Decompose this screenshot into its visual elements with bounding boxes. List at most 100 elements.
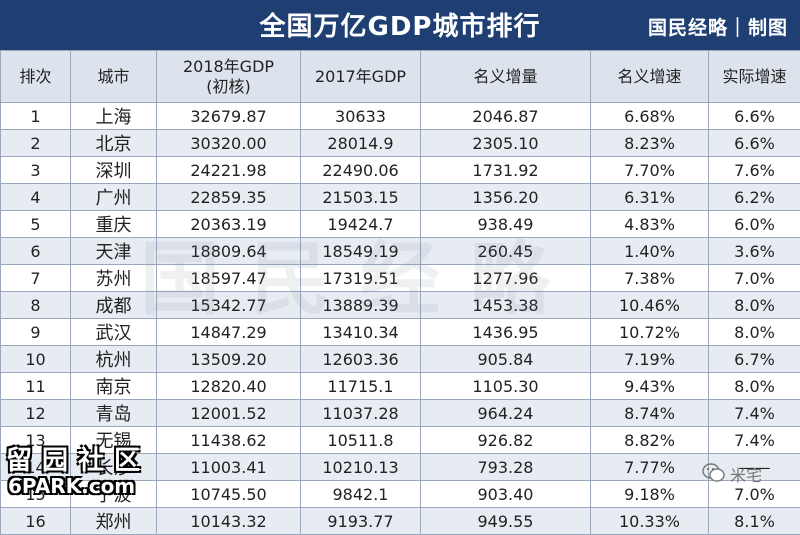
table-cell: 6.6% <box>709 103 800 130</box>
table-cell: 28014.9 <box>301 130 421 157</box>
table-cell: 30633 <box>301 103 421 130</box>
wechat-icon <box>702 462 726 484</box>
table-cell: 12603.36 <box>301 346 421 373</box>
table-cell: 14847.29 <box>157 319 301 346</box>
table-cell: 13889.39 <box>301 292 421 319</box>
table-cell: 19424.7 <box>301 211 421 238</box>
table-cell: 1105.30 <box>421 373 591 400</box>
table-cell: 1.40% <box>591 238 709 265</box>
table-cell: 10745.50 <box>157 481 301 508</box>
table-cell: 2046.87 <box>421 103 591 130</box>
city-cell: 广州 <box>71 184 157 211</box>
table-cell: 7.70% <box>591 157 709 184</box>
table-cell: 8.0% <box>709 319 800 346</box>
table-cell: 1356.20 <box>421 184 591 211</box>
table-cell: 15342.77 <box>157 292 301 319</box>
city-cell: 天津 <box>71 238 157 265</box>
table-cell: 6 <box>1 238 71 265</box>
credit-label: 国民经略｜制图 <box>648 13 788 40</box>
column-header: 名义增速 <box>591 51 709 103</box>
city-cell: 重庆 <box>71 211 157 238</box>
table-cell: 5 <box>1 211 71 238</box>
table-cell: 2305.10 <box>421 130 591 157</box>
table-cell: 22490.06 <box>301 157 421 184</box>
table-cell: 8.0% <box>709 373 800 400</box>
table-cell: 8.1% <box>709 508 800 535</box>
title-banner: 全国万亿GDP城市排行 国民经略｜制图 <box>0 0 800 50</box>
table-cell: 10 <box>1 346 71 373</box>
table-cell: 20363.19 <box>157 211 301 238</box>
city-cell: 深圳 <box>71 157 157 184</box>
table-cell: 7.4% <box>709 427 800 454</box>
table-cell: 12820.40 <box>157 373 301 400</box>
table-cell: 11003.41 <box>157 454 301 481</box>
column-header: 名义增量 <box>421 51 591 103</box>
table-cell: 18809.64 <box>157 238 301 265</box>
table-cell: 11715.1 <box>301 373 421 400</box>
table-cell: 10.72% <box>591 319 709 346</box>
table-cell: 18597.47 <box>157 265 301 292</box>
table-cell: 6.31% <box>591 184 709 211</box>
site-watermark: 留园社区 <box>6 440 150 477</box>
table-cell: 964.24 <box>421 400 591 427</box>
table-cell: 4 <box>1 184 71 211</box>
table-cell: 8.82% <box>591 427 709 454</box>
city-cell: 武汉 <box>71 319 157 346</box>
table-cell: 7 <box>1 265 71 292</box>
table-cell: 949.55 <box>421 508 591 535</box>
table-cell: 22859.35 <box>157 184 301 211</box>
city-cell: 青岛 <box>71 400 157 427</box>
table-cell: 9.43% <box>591 373 709 400</box>
table-cell: 4.83% <box>591 211 709 238</box>
table-cell: 1453.38 <box>421 292 591 319</box>
table-cell: 17319.51 <box>301 265 421 292</box>
table-cell: 16 <box>1 508 71 535</box>
table-cell: 905.84 <box>421 346 591 373</box>
site-url: 6PARK.com <box>8 474 135 498</box>
table-cell: 21503.15 <box>301 184 421 211</box>
table-cell: 10511.8 <box>301 427 421 454</box>
table-cell: 9 <box>1 319 71 346</box>
table-cell: 11 <box>1 373 71 400</box>
table-cell: 1277.96 <box>421 265 591 292</box>
city-cell: 郑州 <box>71 508 157 535</box>
city-cell: 南京 <box>71 373 157 400</box>
table-cell: 10210.13 <box>301 454 421 481</box>
table-cell: 6.6% <box>709 130 800 157</box>
city-cell: 成都 <box>71 292 157 319</box>
column-header: 城市 <box>71 51 157 103</box>
column-header: 实际增速 <box>709 51 800 103</box>
column-header: 排次 <box>1 51 71 103</box>
column-header: 2018年GDP(初核) <box>157 51 301 103</box>
table-cell: 8.74% <box>591 400 709 427</box>
table-cell: 260.45 <box>421 238 591 265</box>
table-cell: 793.28 <box>421 454 591 481</box>
table-cell: 7.19% <box>591 346 709 373</box>
table-cell: 6.0% <box>709 211 800 238</box>
table-cell: 903.40 <box>421 481 591 508</box>
city-cell: 杭州 <box>71 346 157 373</box>
table-cell: 926.82 <box>421 427 591 454</box>
table-cell: 9.18% <box>591 481 709 508</box>
table-cell: 30320.00 <box>157 130 301 157</box>
table-cell: 8 <box>1 292 71 319</box>
table-cell: 3.6% <box>709 238 800 265</box>
city-cell: 苏州 <box>71 265 157 292</box>
table-cell: 6.68% <box>591 103 709 130</box>
table-cell: 2 <box>1 130 71 157</box>
table-cell: 8.23% <box>591 130 709 157</box>
table-cell: 11438.62 <box>157 427 301 454</box>
table-cell: 7.0% <box>709 265 800 292</box>
